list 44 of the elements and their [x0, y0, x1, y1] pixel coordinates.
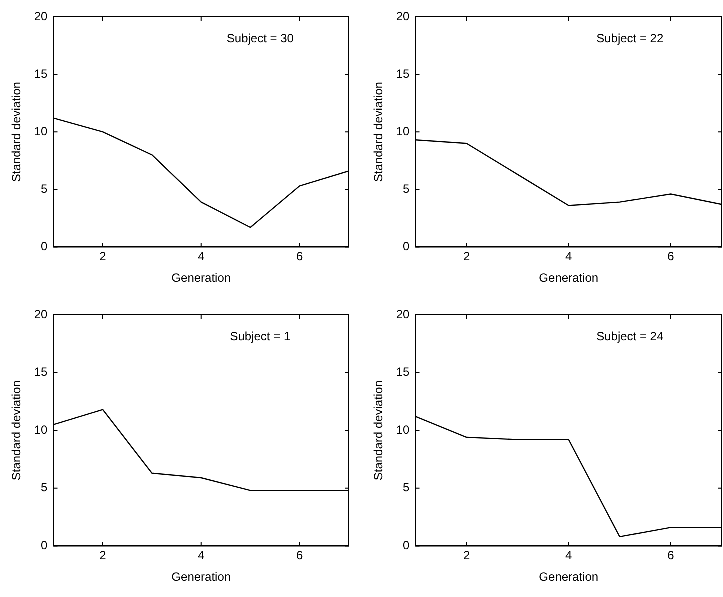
y-axis-title: Standard deviation — [372, 380, 386, 481]
x-axis-title: Generation — [172, 570, 232, 584]
x-axis-title: Generation — [539, 271, 599, 286]
annotation: Subject = 22 — [596, 31, 664, 46]
x-tick-label: 6 — [668, 250, 675, 264]
x-axis-title: Generation — [172, 271, 232, 286]
y-tick-label: 0 — [403, 538, 410, 553]
x-tick-label: 4 — [566, 250, 573, 264]
x-tick-label: 6 — [296, 250, 304, 264]
x-tick-label: 2 — [100, 250, 107, 264]
annotation: Subject = 1 — [230, 329, 291, 344]
x-tick-label: 2 — [100, 548, 107, 563]
x-tick-label: 4 — [198, 250, 206, 264]
x-tick-label: 2 — [463, 548, 470, 563]
y-tick-label: 20 — [396, 9, 410, 24]
y-tick-label: 20 — [34, 307, 48, 322]
y-tick-label: 10 — [34, 124, 48, 138]
y-tick-label: 10 — [34, 422, 48, 437]
y-tick-label: 15 — [34, 365, 48, 380]
y-axis-title: Standard deviation — [10, 82, 24, 182]
y-tick-label: 15 — [396, 365, 410, 380]
y-axis-title: Standard deviation — [372, 82, 386, 182]
y-tick-label: 0 — [41, 538, 48, 553]
y-tick-label: 5 — [403, 480, 410, 495]
x-tick-label: 2 — [463, 250, 470, 264]
y-tick-label: 15 — [396, 66, 410, 81]
x-tick-label: 6 — [296, 548, 304, 563]
annotation: Subject = 30 — [226, 31, 294, 46]
x-tick-label: 4 — [566, 548, 573, 563]
y-tick-label: 15 — [34, 66, 48, 81]
annotation: Subject = 24 — [596, 329, 664, 344]
y-tick-label: 5 — [41, 182, 48, 196]
y-tick-label: 20 — [396, 307, 410, 322]
x-axis-title: Generation — [539, 570, 599, 584]
y-tick-label: 0 — [403, 240, 410, 254]
y-tick-label: 0 — [41, 240, 48, 254]
x-tick-label: 4 — [198, 548, 206, 563]
y-tick-label: 5 — [41, 480, 48, 495]
y-tick-label: 10 — [396, 124, 410, 138]
x-tick-label: 6 — [668, 548, 675, 563]
y-tick-label: 20 — [34, 9, 48, 24]
y-tick-label: 5 — [403, 182, 410, 196]
y-tick-label: 10 — [396, 422, 410, 437]
y-axis-title: Standard deviation — [10, 380, 24, 481]
